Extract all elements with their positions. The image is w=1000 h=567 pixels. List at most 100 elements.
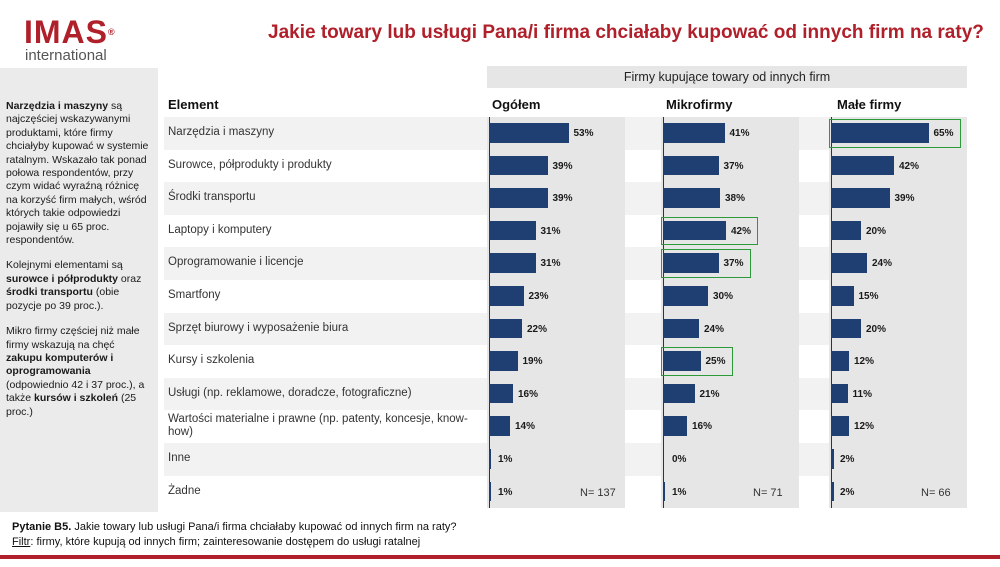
bar (663, 286, 708, 306)
data-label: 12% (854, 356, 875, 368)
data-label: 20% (866, 225, 887, 237)
sidebar-text-run: (odpowiednio 42 i 37 proc.), a także (6, 378, 145, 405)
sidebar-text: Narzędzia i maszyny są najczęściej wskaz… (6, 100, 152, 431)
bar (831, 383, 848, 404)
data-label: 2% (840, 454, 855, 465)
data-label: 53% (573, 128, 594, 139)
sidebar-text-run: (obie pozycje po 39 proc.). (6, 286, 120, 312)
sidebar-text-run: Kolejnymi elementami są (6, 259, 123, 272)
data-label: 41% (729, 128, 750, 139)
data-label: 20% (866, 323, 887, 335)
sidebar-text-run: oraz (118, 272, 142, 285)
data-label: 25% (705, 356, 726, 368)
logo-mark: IMAS® (24, 14, 116, 50)
data-label: 23% (528, 291, 549, 302)
data-label: 65% (933, 128, 954, 139)
category-label: Kursy i szkolenia (168, 354, 255, 367)
bottom-accent-line (0, 555, 1000, 559)
bar (831, 253, 867, 273)
sidebar-text-run: (25 proc.) (6, 392, 137, 418)
bar (831, 123, 929, 143)
data-label: 1% (672, 486, 687, 498)
category-label: Sprzęt biurowy i wyposażenie biura (168, 321, 349, 334)
data-label: 16% (692, 421, 713, 433)
bar (663, 253, 719, 273)
bar (489, 188, 548, 208)
category-label: Wartości materialne i prawne (np. patent… (168, 413, 468, 439)
logo-subtitle: international (25, 47, 107, 64)
data-label: 14% (515, 421, 536, 433)
data-label: 0% (672, 454, 687, 465)
data-label: 15% (858, 291, 879, 302)
bar (831, 481, 834, 502)
sidebar-emphasis: zakupu komputerów i oprogramowania (6, 351, 114, 378)
logo: IMAS® international (24, 16, 116, 64)
series-axis-line (489, 117, 490, 509)
sidebar-paragraph: Mikro firmy częściej niż małe firmy wska… (6, 325, 152, 419)
category-label: Laptopy i komputery (168, 223, 272, 236)
highlight-box (661, 249, 751, 278)
bar (663, 351, 701, 371)
sidebar-emphasis: środki transportu (6, 286, 93, 299)
category-label: Surowce, półprodukty i produkty (168, 158, 332, 171)
bar (489, 481, 491, 502)
series-axis-line (831, 117, 832, 509)
data-label: 42% (731, 225, 752, 237)
bar (831, 188, 890, 208)
bar (489, 253, 536, 273)
sample-size-label: N= 66 (921, 486, 951, 499)
sample-size-label: N= 71 (753, 486, 783, 499)
bar (489, 155, 548, 176)
sidebar-paragraph: Kolejnymi elementami są surowce i półpro… (6, 259, 152, 313)
bar (831, 351, 849, 371)
data-label: 19% (522, 356, 543, 368)
bar (663, 481, 665, 502)
bar (663, 155, 719, 176)
sidebar-commentary: Narzędzia i maszyny są najczęściej wskaz… (0, 68, 158, 512)
data-label: 16% (518, 388, 539, 400)
data-label: 37% (723, 258, 744, 270)
category-label: Inne (168, 452, 191, 464)
bar (663, 220, 726, 241)
data-label: 24% (872, 258, 893, 270)
bar (663, 416, 687, 436)
category-label: Usługi (np. reklamowe, doradcze, fotogra… (168, 386, 412, 399)
highlight-box (829, 119, 961, 148)
sidebar-emphasis: Narzędzia i maszyny (6, 100, 109, 112)
sidebar-emphasis: surowce i półprodukty (6, 272, 119, 285)
sample-size-label: N= 137 (580, 486, 616, 499)
sidebar-text-run: Mikro firmy częściej niż małe firmy wska… (6, 325, 140, 351)
highlight-box (661, 216, 758, 246)
footer-question: Pytanie B5. Jakie towary lub usługi Pana… (12, 521, 457, 533)
series-column-shade (487, 117, 625, 509)
bar (489, 220, 536, 241)
bar (489, 123, 569, 143)
data-label: 30% (713, 291, 734, 302)
data-label: 1% (498, 486, 513, 498)
category-label: Narzędzia i maszyny (168, 126, 275, 138)
highlight-box (661, 347, 733, 376)
data-label: 24% (704, 323, 725, 335)
data-label: 39% (552, 160, 573, 172)
data-label: 38% (725, 193, 746, 205)
sidebar-emphasis: kursów i szkoleń (34, 392, 119, 405)
series-header: Ogółem (492, 97, 541, 112)
data-label: 31% (540, 258, 561, 270)
footer-filter: Filtr: firmy, które kupują od innych fir… (12, 536, 421, 548)
bar (489, 286, 524, 306)
bar (489, 383, 513, 404)
bar (663, 318, 699, 339)
bar (663, 188, 720, 208)
category-label: Smartfony (168, 289, 221, 301)
group-header-band (487, 66, 967, 88)
data-label: 37% (723, 160, 744, 172)
series-axis-line (663, 117, 664, 509)
category-label: Środki transportu (168, 191, 256, 204)
bar (831, 155, 894, 176)
bar (489, 351, 518, 371)
page-title: Jakie towary lub usługi Pana/i firma chc… (268, 22, 984, 43)
bar (489, 416, 510, 436)
data-label: 21% (699, 388, 720, 400)
bar (831, 286, 854, 306)
series-column-shade (661, 117, 799, 509)
